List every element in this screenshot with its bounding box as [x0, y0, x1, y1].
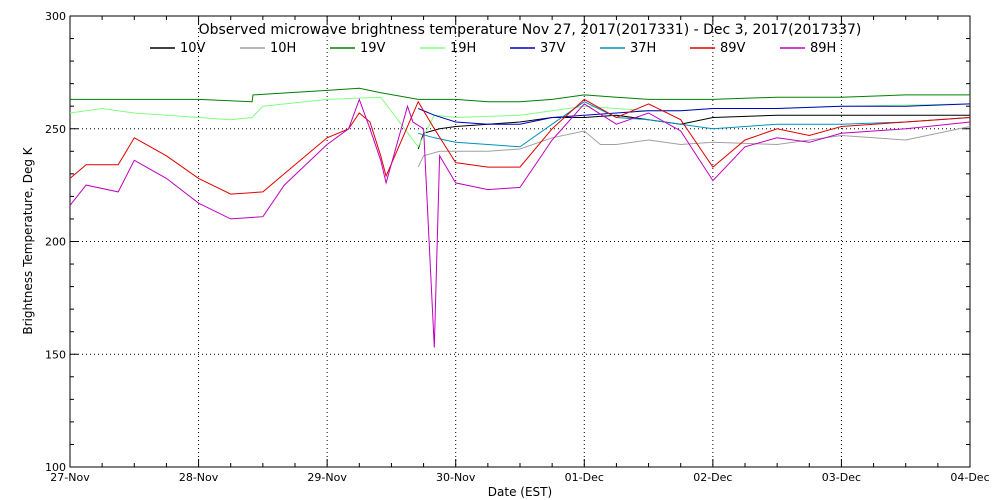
x-tick-label: 29-Nov: [307, 471, 347, 484]
legend-label: 37H: [630, 41, 656, 56]
x-tick-label: 27-Nov: [50, 471, 90, 484]
legend: 10V 10H 19V 19H 37V 37H 89V 89H: [150, 41, 836, 56]
series-layer: [69, 87, 971, 348]
grid-lines: [70, 16, 970, 467]
y-tick-label: 100: [45, 461, 66, 474]
x-tick-label: 04-Dec: [950, 471, 989, 484]
y-tick-label: 250: [45, 123, 66, 136]
legend-label: 10V: [180, 41, 206, 56]
x-tick-label: 30-Nov: [436, 471, 476, 484]
axis-ticks: 100 150 200 250 300 27-Nov 28-Nov 29-Nov 30-Nov 0…: [45, 10, 990, 484]
y-tick-label: 300: [45, 10, 66, 23]
x-tick-label: 28-Nov: [179, 471, 219, 484]
x-tick-label: 03-Dec: [822, 471, 861, 484]
chart-title: Observed microwave brightness temperatur…: [199, 22, 862, 38]
legend-label: 19V: [360, 41, 386, 56]
legend-label: 89V: [720, 41, 746, 56]
legend-label: 10H: [270, 41, 296, 56]
series-line-19v: [70, 87, 970, 103]
legend-label: 19H: [450, 41, 476, 56]
legend-label: 89H: [810, 41, 836, 56]
series-line-37v: [418, 103, 971, 125]
x-tick-label: 02-Dec: [693, 471, 732, 484]
series-line-10v: [417, 114, 970, 150]
legend-label: 37V: [540, 41, 566, 56]
series-line-89v: [69, 98, 971, 195]
series-line-89h: [69, 97, 971, 348]
y-tick-label: 200: [45, 236, 66, 249]
y-axis-label: Brightness Temperature, Deg K: [21, 146, 35, 334]
x-tick-label: 01-Dec: [565, 471, 604, 484]
series-line-10h: [417, 126, 971, 168]
y-tick-label: 150: [45, 348, 66, 361]
x-axis-label: Date (EST): [488, 485, 552, 499]
